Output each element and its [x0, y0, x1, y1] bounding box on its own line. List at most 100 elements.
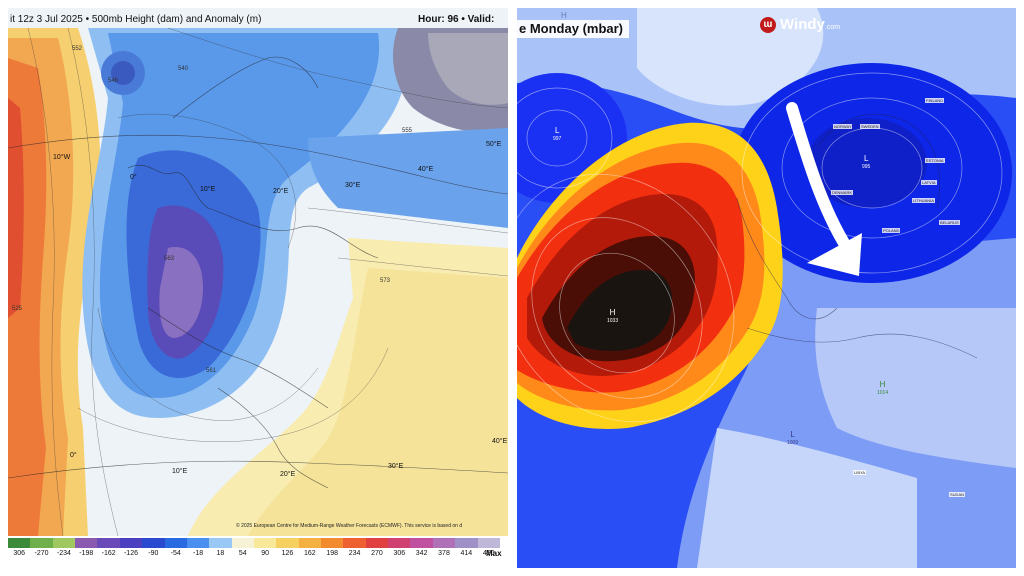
- country-lithuania: LITHUANIA: [912, 198, 935, 203]
- colorbar-swatch: [253, 538, 277, 548]
- contour-label-563: 563: [164, 256, 175, 262]
- colorbar-swatch: [52, 538, 76, 548]
- colorbar-ticks: 306 -270 -234 -198 -162 -126 -90 -54 -18 18 54 90 12…: [8, 550, 500, 557]
- high-pressure-letter: H: [609, 308, 616, 317]
- lon-label-0-top: 0°: [130, 174, 137, 181]
- copyright-notice: © 2025 European Centre for Medium-Range …: [236, 523, 463, 529]
- low-africa-letter: L: [790, 430, 795, 439]
- anomaly-map: [8, 8, 508, 536]
- left-header-hour: Hour: 96 • Valid:: [418, 14, 495, 25]
- high-iceland-letter: H: [561, 11, 567, 20]
- colorbar-tick-label: -54: [170, 550, 181, 557]
- colorbar-tick-label: -198: [79, 550, 94, 557]
- low-scandinavia-letter: L: [863, 154, 869, 163]
- colorbar-swatch: [186, 538, 210, 548]
- country-sudan: SUDAN: [949, 492, 966, 497]
- lon-label-40e-bot: 40°E: [492, 438, 508, 445]
- colorbar-swatch: [231, 538, 254, 548]
- contour-label-540: 540: [178, 66, 189, 72]
- lon-label-30e-bot: 30°E: [388, 463, 404, 470]
- high-sahara-letter: H: [879, 380, 886, 389]
- colorbar-swatch: [477, 538, 500, 548]
- lon-label-40e-top: 40°E: [418, 166, 434, 173]
- colorbar-tick-label: -126: [123, 550, 138, 557]
- lon-label-20e-bot: 20°E: [280, 471, 296, 478]
- colorbar-tick-label: 162: [304, 550, 316, 557]
- windy-brand: ɯ Windy .com: [760, 16, 840, 33]
- lat-label-50e: 50°E: [486, 141, 502, 148]
- colorbar-tick-label: 270: [371, 550, 383, 557]
- colorbar-swatch: [276, 538, 299, 548]
- contour-label-552: 552: [72, 46, 83, 52]
- lon-label-10w: 10°W: [53, 154, 71, 161]
- colorbar-tick-label: -162: [101, 550, 116, 557]
- windy-brand-suffix: .com: [824, 23, 841, 31]
- colorbar-tick-label: 306: [393, 550, 406, 557]
- colorbar-swatch: [388, 538, 411, 548]
- country-denmark: DENMARK: [831, 190, 854, 195]
- low-scandinavia-center: L 995: [862, 154, 870, 172]
- colorbar-swatch: [343, 538, 366, 548]
- colorbar-tick-label: 342: [415, 550, 428, 557]
- low-atlantic-letter: L: [554, 126, 560, 135]
- country-sweden: SWEDEN: [860, 124, 880, 129]
- colorbar-swatch: [8, 538, 31, 548]
- country-latvia: LATVIA: [921, 180, 937, 185]
- low-atlantic-center: L 997: [553, 126, 561, 144]
- left-map-panel: it 12z 3 Jul 2025 • 500mb Height (dam) a…: [8, 8, 508, 568]
- windy-logo-icon: ɯ: [760, 16, 776, 33]
- pressure-map-title: e Monday (mbar): [517, 20, 630, 38]
- high-sahara-center: H 1014: [877, 380, 888, 398]
- colorbar-tick-label: 450: [482, 550, 495, 557]
- colorbar-tick-label: -234: [56, 550, 71, 557]
- contour-label-555: 555: [402, 128, 413, 134]
- high-pressure-value: 1033: [607, 318, 619, 324]
- lon-label-30e-top: 30°E: [345, 182, 361, 189]
- contour-label-525: 525: [12, 306, 23, 312]
- high-pressure-center: H 1033: [607, 308, 618, 326]
- colorbar-tick-label: -18: [192, 550, 204, 557]
- country-belarus: BELARUS: [939, 220, 960, 225]
- lon-label-0-bot: 0°: [70, 452, 77, 459]
- right-map-panel: e Monday (mbar) ɯ Windy .com H 1033 L 99…: [517, 8, 1016, 568]
- colorbar-tick-label: -270: [34, 550, 49, 557]
- colorbar-tick-label: 90: [261, 550, 270, 557]
- colorbar-tick-label: 378: [438, 550, 450, 557]
- country-norway: NORWAY: [833, 124, 853, 129]
- colorbar-swatch: [164, 538, 187, 548]
- colorbar-swatch: [298, 538, 322, 548]
- lon-label-10e-bot: 10°E: [172, 468, 188, 475]
- colorbar-swatch: [365, 538, 389, 548]
- pressure-map: [517, 8, 1016, 568]
- country-poland: POLAND: [882, 228, 901, 233]
- low-atlantic-value: 997: [553, 136, 562, 142]
- colorbar-tick-label: 54: [238, 550, 247, 557]
- colorbar-swatch: [321, 538, 344, 548]
- windy-brand-name: Windy: [780, 16, 825, 33]
- colorbar-swatch: [97, 538, 120, 548]
- low-africa-value: 1009: [787, 440, 799, 446]
- contour-label-573: 573: [380, 278, 391, 284]
- colorbar-swatch: [410, 538, 433, 548]
- anomaly-colorbar: [8, 538, 500, 548]
- lon-label-10e-top: 10°E: [200, 186, 216, 193]
- colorbar-tick-label: -90: [148, 550, 159, 557]
- colorbar-swatch: [142, 538, 165, 548]
- country-libya: LIBYA: [853, 470, 867, 475]
- colorbar-tick-label: 126: [281, 550, 294, 557]
- low-scandinavia-value: 995: [862, 164, 871, 170]
- contour-label-546: 546: [108, 78, 119, 84]
- country-estonia: ESTONIA: [925, 158, 945, 163]
- colorbar-tick-label: 18: [216, 550, 225, 557]
- colorbar-swatch: [209, 538, 232, 548]
- lon-label-20e-top: 20°E: [273, 188, 289, 195]
- colorbar-swatch: [455, 538, 478, 548]
- colorbar-tick-label: 414: [460, 550, 473, 557]
- left-header-title: it 12z 3 Jul 2025 • 500mb Height (dam) a…: [10, 14, 262, 25]
- country-finland: FINLAND: [925, 98, 945, 103]
- colorbar-swatch: [75, 538, 98, 548]
- colorbar-max-label: Max: [486, 549, 502, 558]
- colorbar-tick-label: 306: [13, 550, 26, 557]
- colorbar-tick-label: 234: [348, 550, 361, 557]
- colorbar-tick-label: 198: [326, 550, 339, 557]
